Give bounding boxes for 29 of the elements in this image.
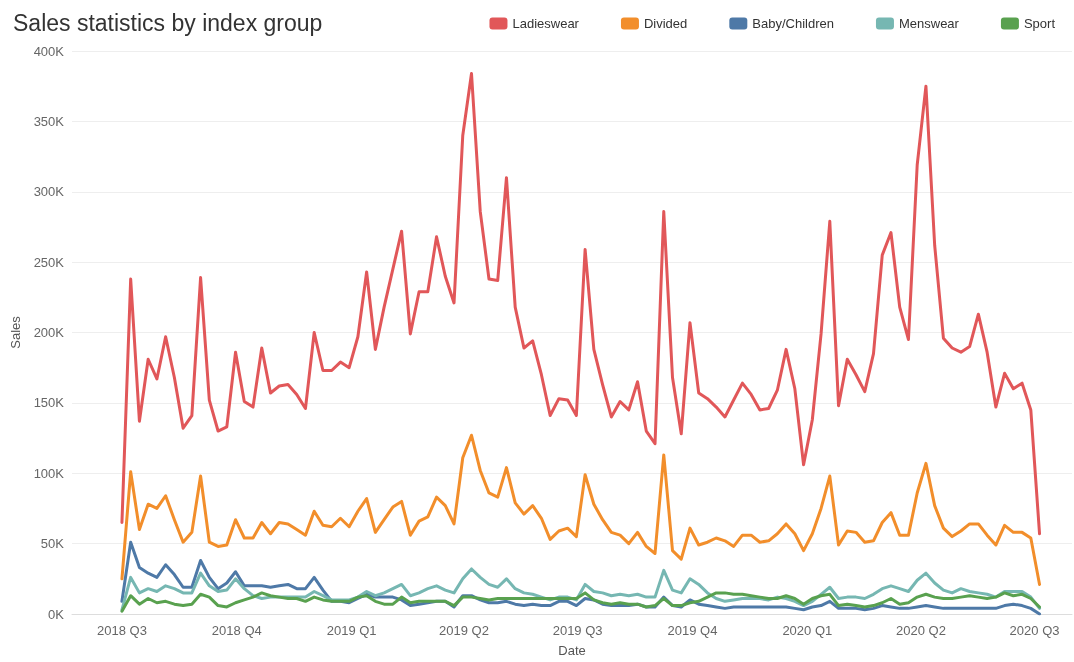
x-tick-label: 2019 Q4 [667, 623, 718, 638]
legend-label: Ladieswear [512, 16, 580, 31]
x-tick-label: 2019 Q2 [439, 623, 489, 638]
y-tick-label: 350K [33, 113, 65, 129]
x-tick-label: 2018 Q4 [211, 623, 262, 638]
y-tick-label: 50K [40, 536, 65, 552]
y-tick-label: 150K [33, 395, 65, 411]
legend-label: Menswear [898, 16, 960, 31]
x-tick-label: 2020 Q3 [1009, 623, 1060, 638]
x-tick-label: 2020 Q1 [782, 623, 833, 638]
y-tick-label: 0K [48, 606, 65, 622]
y-tick-label: 200K [33, 325, 65, 340]
x-tick-label: 2020 Q2 [896, 623, 946, 638]
chart-title: Sales statistics by index group [13, 9, 323, 36]
y-axis-title: Sales [8, 315, 23, 349]
legend-label: Baby/Children [752, 16, 834, 31]
line-series [120, 433, 1042, 586]
x-tick-label: 2019 Q3 [552, 623, 603, 638]
x-tick-label: 2018 Q3 [97, 623, 147, 638]
line-series [120, 72, 1042, 536]
y-tick-label: 300K [33, 184, 65, 200]
legend-label: Sport [1023, 16, 1056, 31]
y-tick-label: 100K [33, 465, 65, 481]
y-tick-label: 250K [33, 254, 65, 270]
y-tick-label: 400K [33, 43, 65, 59]
line-series [120, 591, 1042, 613]
x-tick-label: 2019 Q1 [326, 623, 377, 638]
legend-label: Divided [643, 16, 688, 31]
x-axis-title: Date [558, 643, 586, 658]
